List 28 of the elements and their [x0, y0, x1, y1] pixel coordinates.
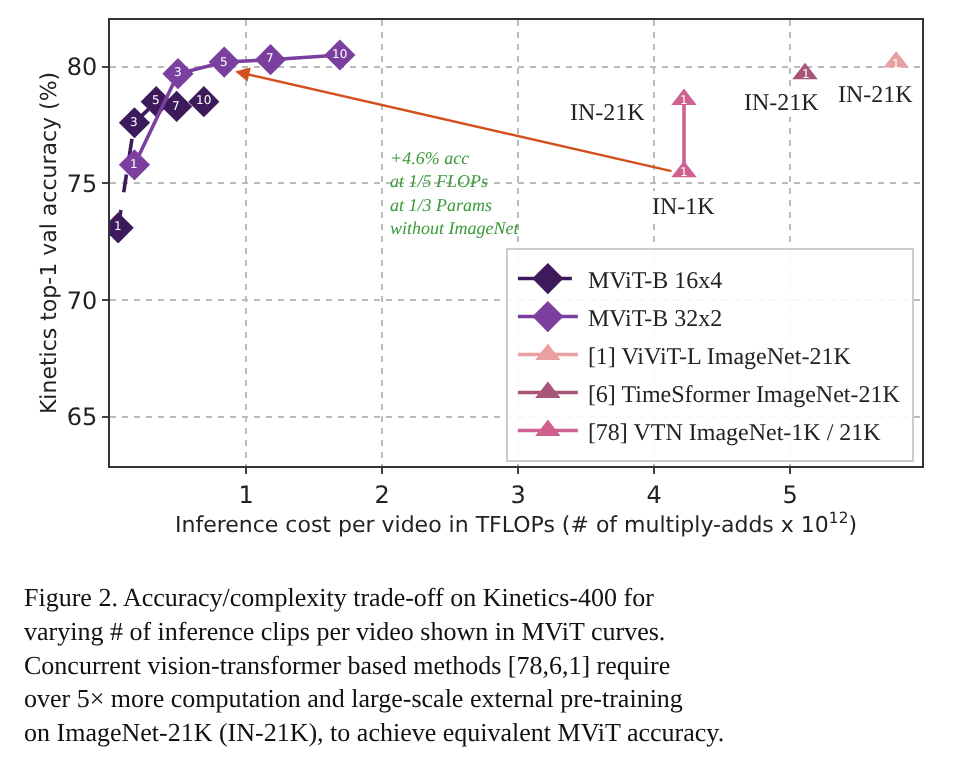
annotation: IN-21K [744, 88, 820, 116]
point [208, 46, 240, 78]
x-tick-label: 1 [238, 480, 254, 509]
point [118, 149, 151, 181]
legend-label: [6] TimeSformer ImageNet-21K [587, 379, 901, 408]
x-tick-label: 2 [374, 480, 390, 509]
y-tick-label: 80 [66, 53, 98, 82]
point [118, 107, 151, 139]
x-tick-label: 5 [782, 480, 798, 509]
point [162, 58, 194, 90]
y-axis-title: Kinetics top-1 val accuracy (%) [35, 71, 62, 415]
legend-label: MViT-B 32x2 [587, 303, 723, 332]
point [254, 44, 287, 76]
annotation: IN-1K [652, 192, 716, 220]
caption: Figure 2. Accuracy/complexity trade-off on Kinetics-400 for varying # of inference clips per video shown in MViT curves. Concurrent vision-transformer based methods [78,6,1] require over 5× more computation and large-scale external pre-training on ImageNet-21K (IN-21K), to achieve equivalent MViT accuracy. [24, 582, 725, 748]
legend-label: [1] ViViT-L ImageNet-21K [587, 341, 852, 370]
y-tick-label: 70 [66, 286, 98, 315]
legend-label: MViT-B 16x4 [587, 265, 723, 294]
point [161, 90, 193, 122]
x-axis-title: Inference cost per video in TFLOPs (# of multiply-adds x 10$^{12}$) [174, 508, 858, 539]
x-tick-label: 4 [646, 480, 662, 509]
y-tick-label: 75 [66, 169, 98, 198]
annotation: +4.6% acc at 1/5 FLOPs at 1/3 Params without ImageNet [390, 148, 520, 239]
annotation: IN-21K [570, 98, 646, 126]
annotation: IN-21K [838, 80, 914, 108]
legend-label: [78] VTN ImageNet-1K / 21K [587, 417, 882, 446]
y-tick-label: 65 [66, 403, 98, 432]
x-tick-label: 3 [510, 480, 526, 509]
